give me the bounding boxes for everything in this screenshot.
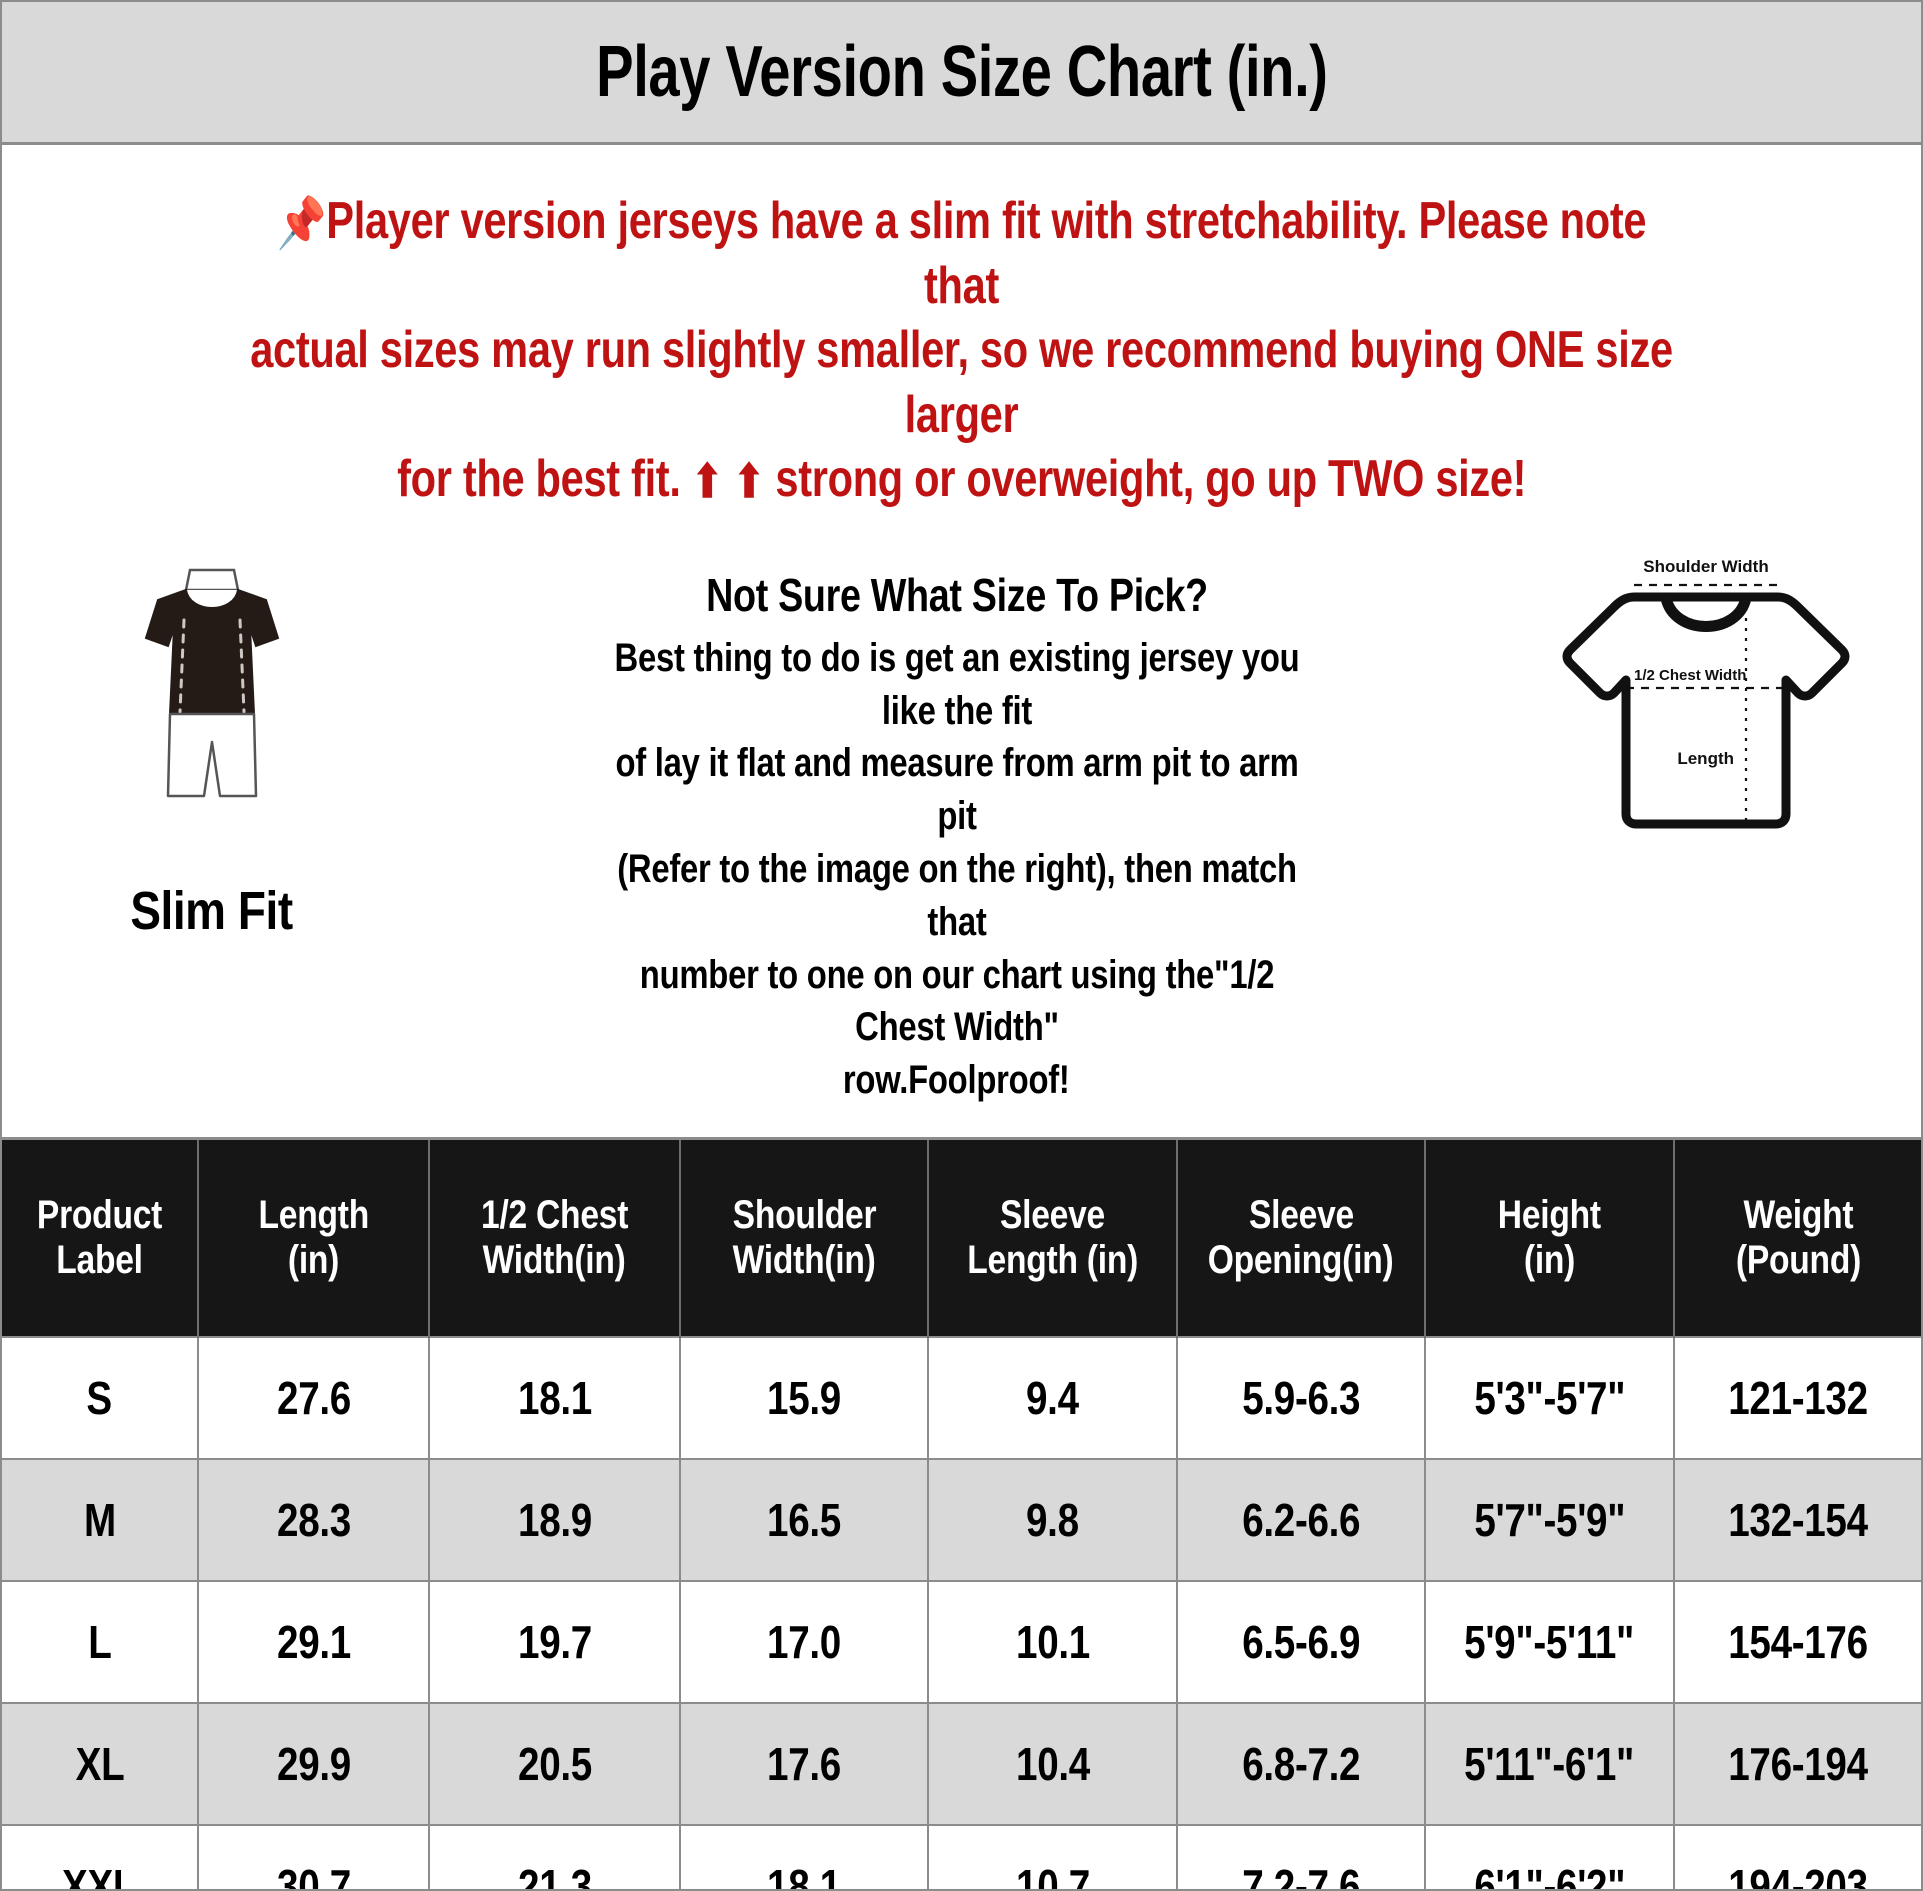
col-header-weight: Weight (Pound)	[1674, 1137, 1921, 1338]
cell-sleeve-opening: 6.2-6.6	[1176, 1458, 1426, 1583]
cell-height: 5'11"-6'1"	[1424, 1702, 1675, 1827]
help-line-1: Best thing to do is get an existing jers…	[614, 635, 1299, 733]
table-row: S 27.6 18.1 15.9 9.4 5.9-6.3 5'3"-5'7" 1…	[2, 1336, 1921, 1461]
cell-height: 5'7"-5'9"	[1424, 1458, 1675, 1583]
notice-block: 📌Player version jerseys have a slim fit …	[2, 145, 1921, 530]
cell-height: 5'9"-5'11"	[1424, 1580, 1675, 1705]
cell-half-chest-width: 18.1	[428, 1336, 681, 1461]
size-table-head: Product Label Length (in) 1/2 Chest Widt…	[2, 1137, 1921, 1338]
cell-shoulder-width: 17.0	[679, 1580, 929, 1705]
cell-height: 5'3"-5'7"	[1424, 1336, 1675, 1461]
col-header-sleeve-length: Sleeve Length (in)	[928, 1137, 1178, 1338]
slim-fit-illustration-block: Slim Fit	[42, 542, 382, 942]
help-line-2: of lay it flat and measure from arm pit …	[614, 741, 1299, 839]
page-title: Play Version Size Chart (in.)	[595, 32, 1328, 112]
cell-length: 30.7	[197, 1824, 430, 1889]
slim-fit-label: Slim Fit	[130, 880, 294, 941]
notice-line-2-text: actual sizes may run slightly smaller, s…	[250, 321, 1673, 444]
help-body: Best thing to do is get an existing jers…	[517, 632, 1397, 1107]
cell-sleeve-opening: 6.8-7.2	[1176, 1702, 1426, 1827]
table-header-row: Product Label Length (in) 1/2 Chest Widt…	[2, 1137, 1921, 1338]
cell-size-label: L	[2, 1580, 199, 1705]
cell-sleeve-opening: 7.2-7.6	[1176, 1824, 1426, 1889]
cell-sleeve-length: 9.4	[927, 1336, 1178, 1461]
size-table-body: S 27.6 18.1 15.9 9.4 5.9-6.3 5'3"-5'7" 1…	[2, 1336, 1921, 1889]
help-line-5: row.Foolproof!	[843, 1058, 1070, 1103]
col-header-sleeve-opening: Sleeve Opening(in)	[1177, 1137, 1426, 1338]
cell-shoulder-width: 18.1	[679, 1824, 929, 1889]
cell-size-label: XXL	[2, 1824, 199, 1889]
cell-length: 28.3	[197, 1458, 430, 1583]
cell-sleeve-opening: 5.9-6.3	[1176, 1336, 1426, 1461]
cell-half-chest-width: 20.5	[428, 1702, 681, 1827]
cell-height: 6'1"-6'2"	[1424, 1824, 1675, 1889]
cell-half-chest-width: 21.3	[428, 1824, 681, 1889]
notice-line-2: actual sizes may run slightly smaller, s…	[60, 318, 1863, 447]
help-heading: Not Sure What Size To Pick?	[705, 568, 1208, 621]
notice-line-1: 📌Player version jerseys have a slim fit …	[60, 189, 1863, 318]
help-text-block: Not Sure What Size To Pick? Best thing t…	[497, 542, 1417, 1107]
cell-shoulder-width: 17.6	[679, 1702, 929, 1827]
middle-section: Slim Fit Not Sure What Size To Pick? Bes…	[2, 530, 1921, 1137]
cell-half-chest-width: 18.9	[428, 1458, 681, 1583]
cell-size-label: M	[2, 1458, 199, 1583]
cell-length: 29.1	[197, 1580, 430, 1705]
cell-weight: 154-176	[1673, 1580, 1921, 1705]
table-row: L 29.1 19.7 17.0 10.1 6.5-6.9 5'9"-5'11"…	[2, 1580, 1921, 1705]
cell-sleeve-length: 10.1	[927, 1580, 1178, 1705]
chart-title-band: Play Version Size Chart (in.)	[2, 2, 1921, 145]
cell-sleeve-length: 9.8	[927, 1458, 1178, 1583]
notice-line-1-text: Player version jerseys have a slim fit w…	[326, 192, 1647, 315]
pushpin-icon: 📌	[276, 195, 327, 251]
arrow-up-icon-2: ⬆	[733, 455, 764, 508]
col-header-shoulder-width: Shoulder Width(in)	[680, 1137, 929, 1338]
cell-length: 29.9	[197, 1702, 430, 1827]
notice-line-3-prefix: for the best fit.	[396, 450, 681, 509]
help-line-3: (Refer to the image on the right), then …	[616, 847, 1297, 944]
col-header-half-chest-width: 1/2 Chest Width(in)	[429, 1137, 681, 1338]
cell-sleeve-length: 10.7	[927, 1824, 1178, 1889]
shoulder-width-label: Shoulder Width	[1643, 557, 1768, 576]
cell-sleeve-opening: 6.5-6.9	[1176, 1580, 1426, 1705]
table-row: XXL 30.7 21.3 18.1 10.7 7.2-7.6 6'1"-6'2…	[2, 1824, 1921, 1889]
cell-half-chest-width: 19.7	[428, 1580, 681, 1705]
help-line-4: number to one on our chart using the"1/2…	[639, 952, 1274, 1050]
cell-weight: 121-132	[1673, 1336, 1921, 1461]
cell-size-label: XL	[2, 1702, 199, 1827]
cell-shoulder-width: 16.5	[679, 1458, 929, 1583]
notice-line-3: for the best fit. ⬆ ⬆ strong or overweig…	[60, 447, 1863, 511]
cell-weight: 132-154	[1673, 1458, 1921, 1583]
col-header-product-label: Product Label	[2, 1137, 199, 1338]
table-row: XL 29.9 20.5 17.6 10.4 6.8-7.2 5'11"-6'1…	[2, 1702, 1921, 1827]
col-header-length: Length (in)	[198, 1137, 430, 1338]
tshirt-diagram-block: Shoulder Width 1/2 Chest Width Length	[1531, 542, 1881, 842]
col-header-height: Height (in)	[1425, 1137, 1675, 1338]
cell-weight: 176-194	[1673, 1702, 1921, 1827]
cell-sleeve-length: 10.4	[927, 1702, 1178, 1827]
size-table: Product Label Length (in) 1/2 Chest Widt…	[2, 1137, 1921, 1889]
mannequin-figure-icon	[144, 568, 280, 798]
half-chest-width-label: 1/2 Chest Width	[1634, 667, 1746, 684]
table-row: M 28.3 18.9 16.5 9.8 6.2-6.6 5'7"-5'9" 1…	[2, 1458, 1921, 1583]
cell-weight: 194-203	[1673, 1824, 1921, 1889]
notice-line-3-suffix: strong or overweight, go up TWO size!	[775, 450, 1527, 509]
arrow-up-icon-1: ⬆	[691, 455, 723, 508]
cell-length: 27.6	[197, 1336, 430, 1461]
length-label: Length	[1677, 749, 1734, 768]
cell-shoulder-width: 15.9	[679, 1336, 929, 1461]
tshirt-measurement-icon: Shoulder Width 1/2 Chest Width Length	[1562, 557, 1850, 829]
cell-size-label: S	[2, 1336, 199, 1461]
